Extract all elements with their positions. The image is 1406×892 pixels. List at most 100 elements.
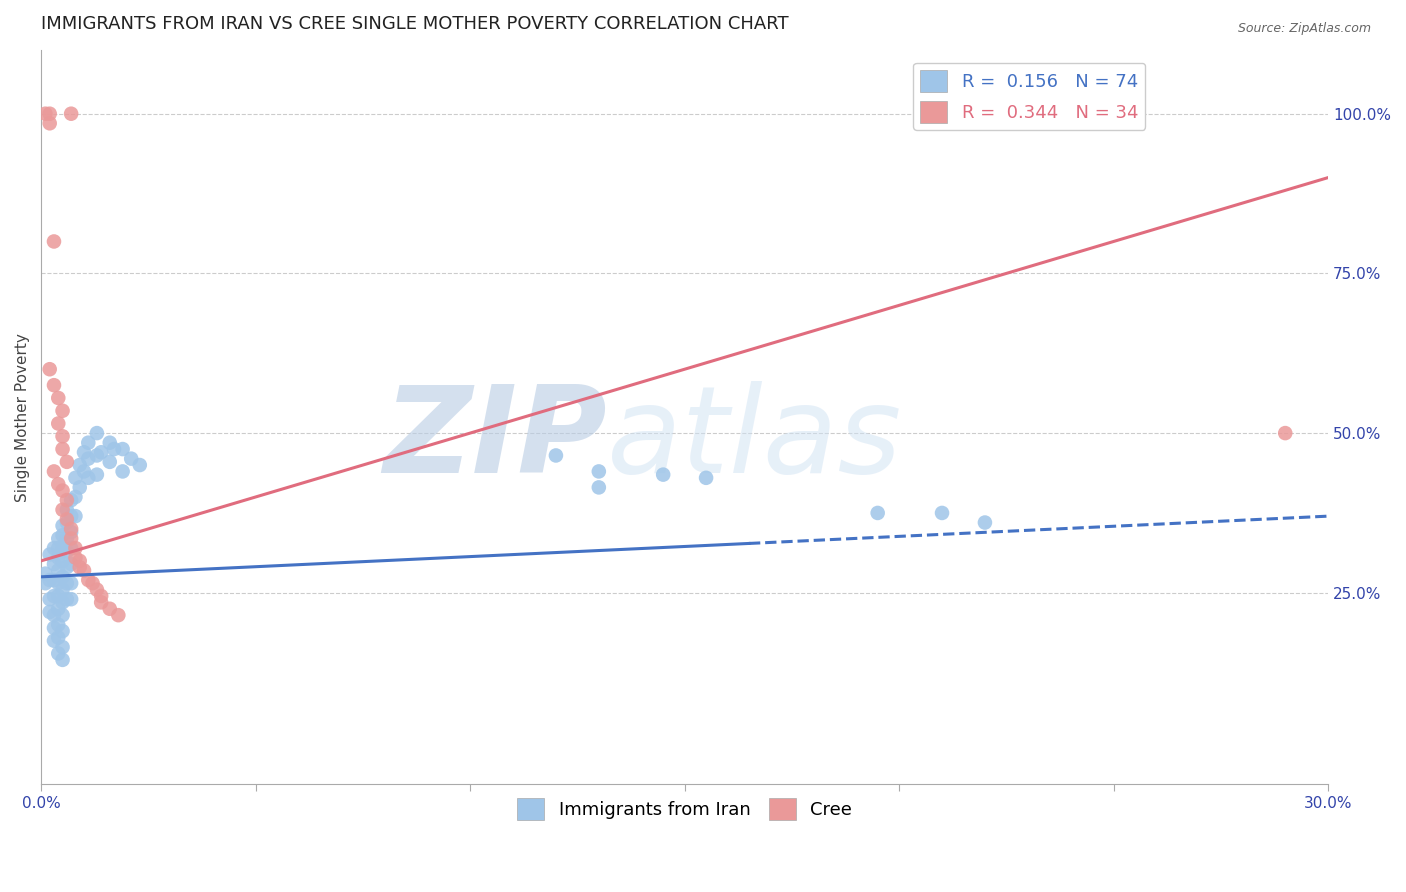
- Point: [51, 502, 73, 516]
- Point: [56, 544, 79, 558]
- Point: [544, 449, 567, 463]
- Point: [51, 653, 73, 667]
- Point: [60, 532, 83, 546]
- Point: [46, 477, 69, 491]
- Point: [111, 465, 134, 479]
- Point: [103, 442, 125, 456]
- Point: [82, 576, 104, 591]
- Point: [51, 541, 73, 555]
- Point: [46, 391, 69, 405]
- Point: [46, 564, 69, 578]
- Point: [652, 467, 675, 482]
- Point: [42, 621, 65, 635]
- Text: IMMIGRANTS FROM IRAN VS CREE SINGLE MOTHER POVERTY CORRELATION CHART: IMMIGRANTS FROM IRAN VS CREE SINGLE MOTH…: [41, 15, 789, 33]
- Point: [86, 582, 108, 597]
- Point: [46, 617, 69, 632]
- Point: [77, 435, 100, 450]
- Point: [77, 451, 100, 466]
- Point: [120, 451, 142, 466]
- Point: [38, 605, 60, 619]
- Point: [46, 532, 69, 546]
- Point: [588, 480, 610, 494]
- Point: [98, 455, 121, 469]
- Point: [90, 595, 112, 609]
- Point: [69, 458, 91, 472]
- Point: [86, 426, 108, 441]
- Point: [60, 509, 83, 524]
- Point: [51, 554, 73, 568]
- Point: [42, 235, 65, 249]
- Point: [38, 592, 60, 607]
- Point: [51, 483, 73, 498]
- Point: [56, 455, 79, 469]
- Point: [60, 525, 83, 540]
- Point: [46, 631, 69, 645]
- Point: [69, 560, 91, 574]
- Point: [60, 576, 83, 591]
- Point: [42, 573, 65, 587]
- Point: [38, 106, 60, 120]
- Point: [65, 550, 87, 565]
- Point: [65, 490, 87, 504]
- Point: [42, 633, 65, 648]
- Point: [51, 624, 73, 639]
- Point: [60, 557, 83, 571]
- Point: [46, 576, 69, 591]
- Point: [46, 417, 69, 431]
- Point: [46, 647, 69, 661]
- Point: [42, 589, 65, 603]
- Point: [46, 589, 69, 603]
- Point: [695, 471, 717, 485]
- Point: [90, 445, 112, 459]
- Point: [73, 564, 96, 578]
- Point: [42, 608, 65, 623]
- Point: [51, 528, 73, 542]
- Point: [38, 116, 60, 130]
- Point: [51, 518, 73, 533]
- Point: [588, 465, 610, 479]
- Point: [98, 601, 121, 615]
- Point: [46, 550, 69, 565]
- Point: [111, 442, 134, 456]
- Point: [128, 458, 150, 472]
- Point: [1274, 426, 1296, 441]
- Point: [34, 106, 56, 120]
- Point: [42, 378, 65, 392]
- Point: [34, 576, 56, 591]
- Point: [56, 512, 79, 526]
- Point: [60, 592, 83, 607]
- Point: [46, 601, 69, 615]
- Point: [34, 566, 56, 581]
- Point: [38, 573, 60, 587]
- Point: [866, 506, 889, 520]
- Point: [73, 445, 96, 459]
- Text: atlas: atlas: [607, 381, 903, 498]
- Legend: Immigrants from Iran, Cree: Immigrants from Iran, Cree: [510, 790, 859, 827]
- Point: [65, 509, 87, 524]
- Point: [73, 465, 96, 479]
- Point: [56, 493, 79, 508]
- Point: [51, 429, 73, 443]
- Point: [60, 106, 83, 120]
- Point: [51, 582, 73, 597]
- Point: [931, 506, 953, 520]
- Point: [51, 640, 73, 654]
- Point: [51, 442, 73, 456]
- Text: ZIP: ZIP: [384, 381, 607, 498]
- Point: [51, 570, 73, 584]
- Y-axis label: Single Mother Poverty: Single Mother Poverty: [15, 333, 30, 501]
- Point: [38, 362, 60, 376]
- Point: [56, 592, 79, 607]
- Point: [56, 576, 79, 591]
- Point: [86, 467, 108, 482]
- Point: [60, 493, 83, 508]
- Point: [51, 403, 73, 417]
- Point: [69, 480, 91, 494]
- Point: [60, 522, 83, 536]
- Point: [56, 516, 79, 530]
- Point: [107, 608, 129, 623]
- Point: [60, 541, 83, 555]
- Point: [90, 589, 112, 603]
- Text: Source: ZipAtlas.com: Source: ZipAtlas.com: [1237, 22, 1371, 36]
- Point: [56, 532, 79, 546]
